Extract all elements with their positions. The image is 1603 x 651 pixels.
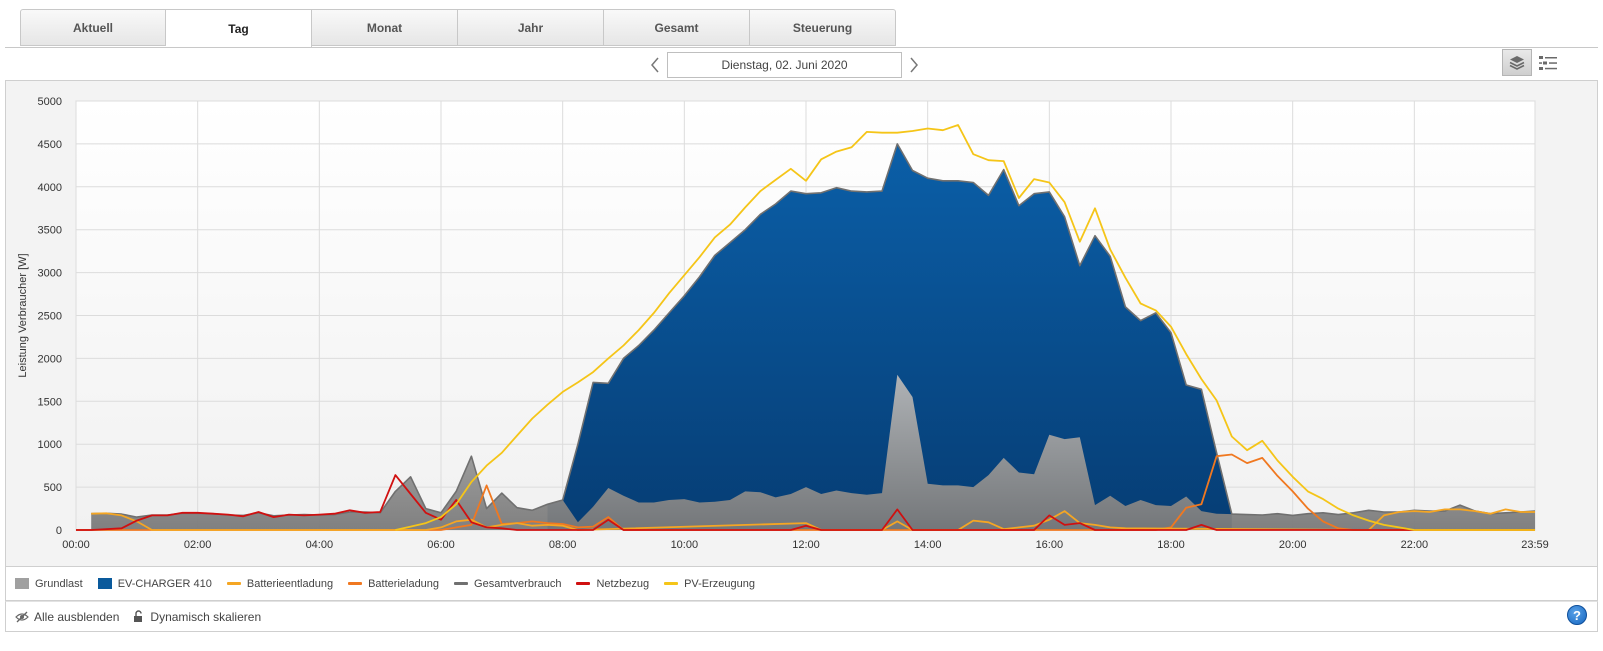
legend-item-gesamtverbrauch[interactable]: Gesamtverbrauch	[454, 578, 561, 590]
series-line-batterieentladung	[91, 508, 1535, 531]
x-tick-label: 18:00	[1157, 539, 1185, 551]
legend-label: Gesamtverbrauch	[474, 577, 562, 590]
x-tick-label: 02:00	[184, 539, 212, 551]
legend-item-ev-charger[interactable]: EV-CHARGER 410	[97, 577, 212, 590]
hide-all-button[interactable]: Alle ausblenden	[15, 610, 119, 624]
chart-legend: Grundlast EV-CHARGER 410 Batterieentladu…	[5, 567, 1598, 601]
y-tick-label: 1000	[38, 439, 62, 451]
x-tick-label: 16:00	[1036, 539, 1064, 551]
legend-swatch	[576, 582, 591, 585]
tab-tag[interactable]: Tag	[166, 9, 312, 48]
unlock-icon	[134, 610, 143, 622]
y-tick-label: 3000	[38, 268, 62, 280]
legend-swatch	[226, 582, 241, 585]
y-tick-label: 4500	[38, 139, 62, 151]
tab-divider	[5, 47, 1598, 48]
legend-swatch	[97, 578, 112, 589]
power-chart: 0 500 1000 1500 2000 2500 3000 3500 4000 4500 5000…	[17, 96, 1549, 551]
y-tick-label: 500	[44, 482, 62, 494]
y-tick-label: 2000	[38, 353, 62, 365]
legend-label: Batterieentladung	[246, 577, 334, 590]
date-picker-field[interactable]: Dienstag, 02. Juni 2020	[667, 52, 902, 78]
y-tick-label: 1500	[38, 396, 62, 408]
x-tick-label: 08:00	[549, 539, 577, 551]
legend-item-batterieladung[interactable]: Batterieladung	[348, 578, 439, 590]
legend-swatch	[664, 582, 679, 585]
series-line-netzbezug	[76, 474, 1535, 531]
x-tick-label: 14:00	[914, 539, 942, 551]
x-tick-label: 06:00	[427, 539, 455, 551]
legend-label: EV-CHARGER 410	[117, 577, 212, 590]
tab-bar: Aktuell Tag Monat Jahr Gesamt Steuerung	[20, 9, 896, 48]
legend-item-batterieentladung[interactable]: Batterieentladung	[226, 577, 334, 590]
tab-monat[interactable]: Monat	[312, 9, 458, 46]
legend-label: Netzbezug	[596, 577, 650, 590]
chevron-right-icon[interactable]	[904, 53, 924, 77]
layers-icon	[1509, 55, 1525, 70]
tab-steuerung[interactable]: Steuerung	[750, 9, 896, 46]
series-line-pv-erzeugung	[395, 124, 1535, 531]
help-icon[interactable]: ?	[1567, 605, 1587, 625]
legend-swatch	[348, 582, 363, 585]
eye-slash-icon	[15, 611, 29, 622]
legend-label: PV-Erzeugung	[684, 577, 756, 590]
tab-jahr[interactable]: Jahr	[458, 9, 604, 46]
x-tick-label: 22:00	[1401, 539, 1429, 551]
x-tick-label: 04:00	[306, 539, 334, 551]
chart-panel: 0 500 1000 1500 2000 2500 3000 3500 4000 4500 5000…	[5, 80, 1598, 567]
legend-item-grundlast[interactable]: Grundlast	[15, 578, 83, 590]
legend-swatch	[454, 582, 469, 585]
x-tick-label: 23:59	[1521, 539, 1549, 551]
y-axis-label: Leistung Verbraucher [W]	[17, 253, 29, 377]
y-tick-label: 0	[56, 525, 62, 537]
tab-gesamt[interactable]: Gesamt	[604, 9, 750, 46]
tab-aktuell[interactable]: Aktuell	[20, 9, 166, 46]
chevron-left-icon[interactable]	[645, 53, 665, 77]
x-tick-label: 10:00	[671, 539, 699, 551]
y-tick-label: 5000	[38, 96, 62, 108]
y-tick-label: 4000	[38, 182, 62, 194]
x-tick-label: 12:00	[792, 539, 820, 551]
hide-all-label: Alle ausblenden	[34, 609, 120, 624]
layers-view-button[interactable]	[1502, 49, 1532, 76]
series-area-ev-charger-410	[547, 143, 1232, 530]
dynamic-scale-label: Dynamisch skalieren	[150, 609, 262, 624]
legend-label: Grundlast	[35, 577, 83, 590]
date-navigation: Dienstag, 02. Juni 2020	[645, 52, 924, 78]
y-tick-label: 3500	[38, 225, 62, 237]
chart-footer: Alle ausblenden Dynamisch skalieren	[5, 601, 1598, 632]
legend-item-netzbezug[interactable]: Netzbezug	[576, 578, 649, 590]
legend-swatch	[15, 578, 29, 589]
x-tick-label: 20:00	[1279, 539, 1307, 551]
list-settings-view-button[interactable]	[1533, 49, 1563, 76]
dynamic-scale-button[interactable]: Dynamisch skalieren	[133, 610, 261, 624]
legend-label: Batterieladung	[368, 577, 440, 590]
legend-item-pv-erzeugung[interactable]: PV-Erzeugung	[664, 578, 755, 590]
y-tick-label: 2500	[38, 311, 62, 323]
x-tick-label: 00:00	[62, 539, 90, 551]
list-settings-icon	[1539, 55, 1557, 70]
